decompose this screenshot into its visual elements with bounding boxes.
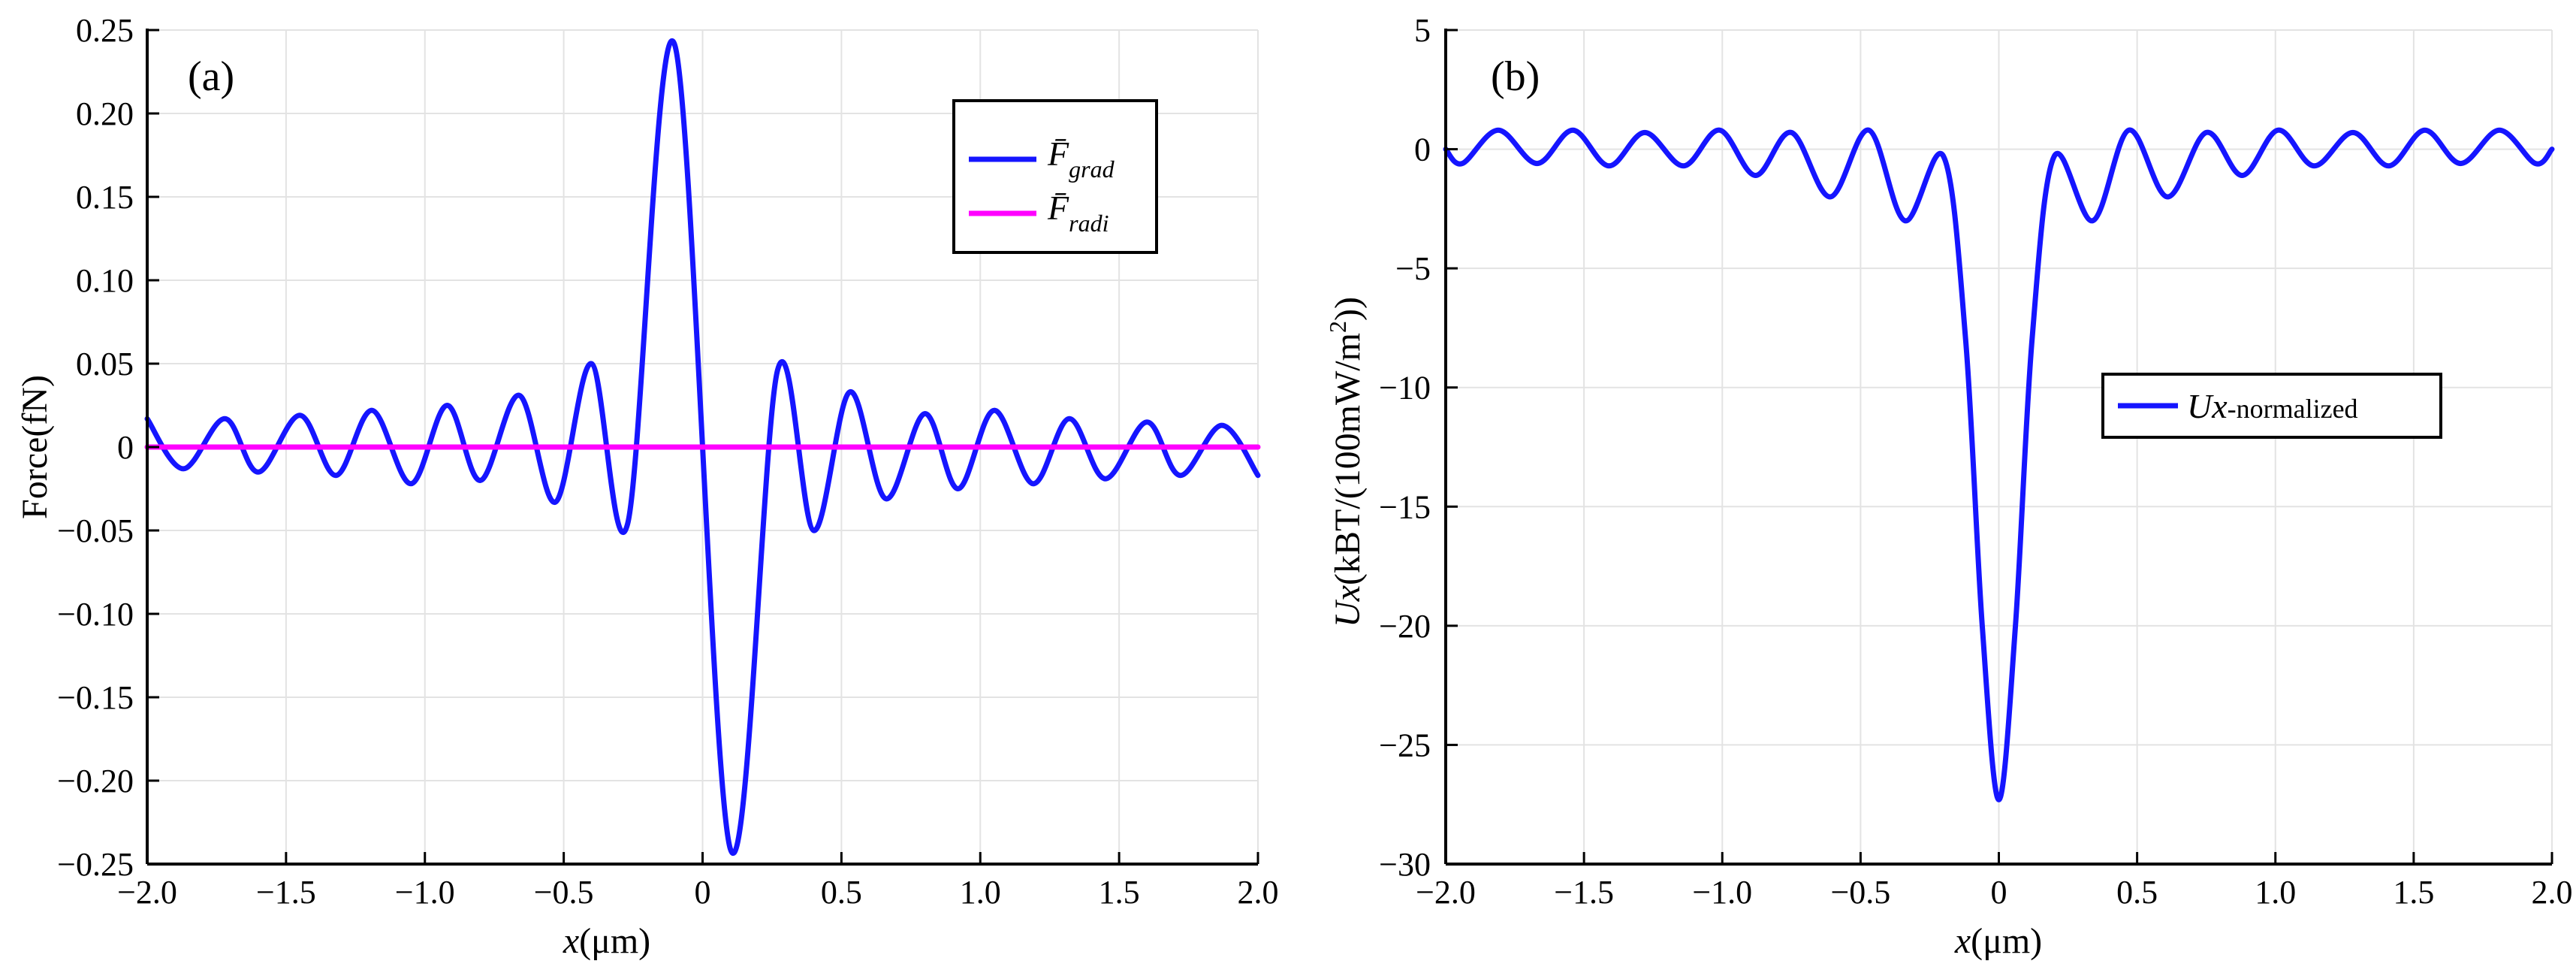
panel-a-legend-grad-main: F̄ bbox=[1047, 134, 1069, 173]
panel-b-x-tick-label: 1.5 bbox=[2393, 874, 2434, 911]
panel-b-chart: −2.0 −1.5 −1.0 −0.5 0 0.5 1.0 1.5 2.0 5 0 −5 −10 −15 −… bbox=[1324, 12, 2573, 961]
panel-b-y-tick-label: −10 bbox=[1379, 370, 1431, 406]
panel-b-grid bbox=[1445, 29, 2553, 865]
panel-a-x-tick-label: −1.0 bbox=[395, 874, 455, 911]
panel-b-label: (b) bbox=[1491, 53, 1540, 100]
panel-b-y-axis-title: Ux(kBT/(100mW/m2)) bbox=[1324, 297, 1368, 627]
panel-b-y-axis-end: )) bbox=[1328, 297, 1368, 321]
panel-b-x-tick-label: −2.0 bbox=[1416, 874, 1476, 911]
panel-a-axes bbox=[146, 29, 1259, 866]
panel-a-y-tick-label: 0.15 bbox=[76, 179, 134, 216]
panel-a-x-axis-unit: (μm) bbox=[579, 921, 650, 961]
panel-b-x-tick-label: 1.0 bbox=[2255, 874, 2296, 911]
panel-b-legend-rest: -normalized bbox=[2228, 394, 2358, 424]
panel-b-x-tick-label: 0 bbox=[1991, 874, 2007, 911]
panel-a-x-tick-label: −0.5 bbox=[534, 874, 594, 911]
panel-b-x-tick-label: −1.5 bbox=[1554, 874, 1614, 911]
panel-b-y-tick-label: −25 bbox=[1379, 727, 1431, 763]
panel-b-legend-var: Ux bbox=[2187, 387, 2228, 425]
panel-a-y-tick-label: −0.25 bbox=[57, 846, 134, 883]
panel-b-x-axis-unit: (μm) bbox=[1971, 921, 2042, 961]
panel-a-x-tick-label: 2.0 bbox=[1238, 874, 1279, 911]
panel-b-y-axis-rest: (kBT/(100mW/m bbox=[1328, 333, 1368, 585]
panel-a-y-tick-label: −0.15 bbox=[57, 679, 134, 716]
panel-b-x-tick-label: −0.5 bbox=[1830, 874, 1890, 911]
panel-b-y-tick-label: −20 bbox=[1379, 608, 1431, 645]
panel-b-x-tick-label: −1.0 bbox=[1692, 874, 1752, 911]
panel-a-legend-label-radi: F̄radi bbox=[1047, 189, 1109, 237]
panel-a-y-tick-label: −0.20 bbox=[57, 763, 134, 799]
panel-b-y-axis-sup: 2 bbox=[1324, 321, 1351, 333]
panel-a-legend-box bbox=[952, 99, 1158, 254]
panel-b-y-tick-label: −15 bbox=[1379, 488, 1431, 525]
panel-a-legend-label-grad: F̄grad bbox=[1047, 134, 1115, 183]
panel-b-axes bbox=[1444, 29, 2553, 866]
panel-b-y-tick-label: 5 bbox=[1414, 12, 1431, 49]
panel-b-x-axis-var: x bbox=[1954, 921, 1971, 961]
panel-a-grid bbox=[146, 29, 1259, 865]
panel-a-x-axis-title: x(μm) bbox=[563, 921, 650, 961]
panel-b-x-tick-label: 2.0 bbox=[2532, 874, 2573, 911]
panel-b-series-line-ux-normalized bbox=[1443, 127, 2555, 802]
panel-b-tick-labels: −2.0 −1.5 −1.0 −0.5 0 0.5 1.0 1.5 2.0 5 0 −5 −10 −15 −… bbox=[1379, 12, 2572, 911]
panel-a-x-axis-var: x bbox=[563, 921, 579, 961]
panel-b-legend: Ux-normalized bbox=[2101, 373, 2442, 439]
panel-a-y-tick-label: 0.05 bbox=[76, 346, 134, 382]
panel-a-y-tick-label: −0.10 bbox=[57, 596, 134, 633]
panel-a-x-tick-label: 1.0 bbox=[960, 874, 1001, 911]
panel-a-legend-radi-sub: radi bbox=[1069, 210, 1109, 237]
panel-b-x-axis-title: x(μm) bbox=[1954, 921, 2042, 961]
panel-b-series bbox=[1443, 127, 2555, 802]
panel-b-y-axis-var: Ux bbox=[1328, 585, 1368, 627]
panel-a-x-tick-label: 0.5 bbox=[821, 874, 862, 911]
panel-a-legend-grad-sub: grad bbox=[1069, 156, 1115, 183]
panel-a-x-tick-label: −1.5 bbox=[256, 874, 316, 911]
panel-a-y-tick-label: −0.05 bbox=[57, 512, 134, 549]
panel-a-x-tick-label: 0 bbox=[695, 874, 711, 911]
panel-b-legend-label: Ux-normalized bbox=[2187, 387, 2358, 425]
panel-a-label: (a) bbox=[188, 53, 234, 100]
panel-a-x-tick-label: −2.0 bbox=[117, 874, 177, 911]
panel-b-y-tick-label: −30 bbox=[1379, 846, 1431, 883]
panel-a-legend: F̄grad F̄radi bbox=[952, 99, 1158, 254]
panel-b-y-tick-label: −5 bbox=[1395, 250, 1431, 287]
panel-a-y-tick-label: 0.20 bbox=[76, 95, 134, 132]
panel-a-legend-radi-main: F̄ bbox=[1047, 189, 1069, 227]
panel-a-chart: −2.0 −1.5 −1.0 −0.5 0 0.5 1.0 1.5 2.0 0.25 0.20 0.1… bbox=[15, 12, 1279, 961]
panel-b-x-tick-label: 0.5 bbox=[2116, 874, 2158, 911]
panel-a-y-tick-label: 0 bbox=[117, 429, 134, 466]
panel-a-y-tick-label: 0.25 bbox=[76, 12, 134, 49]
panel-a-series bbox=[144, 38, 1261, 856]
panel-a-tick-labels: −2.0 −1.5 −1.0 −0.5 0 0.5 1.0 1.5 2.0 0.25 0.20 0.1… bbox=[57, 12, 1278, 911]
panel-b-y-tick-label: 0 bbox=[1414, 131, 1431, 168]
panel-a-x-tick-label: 1.5 bbox=[1099, 874, 1140, 911]
panel-a-y-axis-title: Force(fN) bbox=[15, 375, 55, 519]
panel-a-y-tick-label: 0.10 bbox=[76, 262, 134, 299]
